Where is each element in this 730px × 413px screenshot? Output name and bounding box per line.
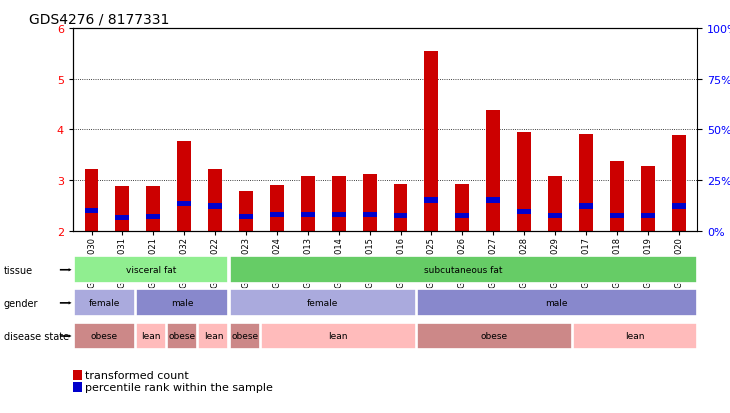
Bar [208, 204, 222, 209]
Text: male: male [171, 299, 193, 308]
Text: disease state: disease state [4, 331, 69, 341]
Text: transformed count: transformed count [85, 370, 188, 380]
Bar [672, 136, 685, 231]
Bar [167, 323, 197, 349]
Text: percentile rank within the sample: percentile rank within the sample [85, 382, 272, 392]
Bar [136, 290, 228, 316]
Bar [641, 166, 655, 231]
Bar [641, 213, 655, 218]
Text: lean: lean [328, 332, 348, 341]
Bar [208, 170, 222, 231]
Bar [363, 175, 377, 231]
Bar [579, 204, 593, 209]
Bar [417, 290, 696, 316]
Bar [517, 209, 531, 214]
Bar [456, 185, 469, 231]
Bar [177, 202, 191, 207]
Bar [115, 187, 129, 231]
Bar [199, 323, 228, 349]
Bar [230, 323, 260, 349]
Bar [548, 177, 562, 231]
Bar [136, 323, 166, 349]
Bar [301, 212, 315, 217]
Bar [261, 323, 415, 349]
Bar [85, 209, 99, 214]
Bar [393, 213, 407, 218]
Bar [424, 52, 439, 231]
Text: obese: obese [231, 332, 258, 341]
Bar [363, 212, 377, 217]
Bar [331, 177, 346, 231]
Bar [270, 186, 284, 231]
Bar [270, 212, 284, 217]
Bar [147, 187, 161, 231]
Bar [230, 290, 415, 316]
Bar [486, 111, 500, 231]
Bar [486, 197, 500, 204]
Bar [115, 215, 129, 220]
Bar [331, 212, 346, 217]
Bar [417, 323, 572, 349]
Text: lean: lean [204, 332, 223, 341]
Text: lean: lean [142, 332, 161, 341]
Bar [239, 192, 253, 231]
Text: female: female [307, 299, 338, 308]
Bar [573, 323, 696, 349]
Text: obese: obese [169, 332, 196, 341]
Bar [239, 214, 253, 219]
Bar [147, 214, 161, 219]
Bar [177, 141, 191, 231]
Bar [424, 197, 439, 204]
Text: subcutaneous fat: subcutaneous fat [424, 266, 502, 275]
Bar [610, 213, 623, 218]
Text: male: male [545, 299, 568, 308]
Bar [74, 323, 135, 349]
Bar [301, 177, 315, 231]
Bar [548, 213, 562, 218]
Text: tissue: tissue [4, 265, 33, 275]
Bar [672, 204, 685, 209]
Bar [230, 257, 696, 283]
Bar [456, 213, 469, 218]
Text: gender: gender [4, 298, 38, 308]
Text: obese: obese [91, 332, 118, 341]
Text: visceral fat: visceral fat [126, 266, 176, 275]
Bar [610, 161, 623, 231]
Text: obese: obese [481, 332, 508, 341]
Text: lean: lean [625, 332, 645, 341]
Bar [517, 133, 531, 231]
Text: female: female [88, 299, 120, 308]
Text: GDS4276 / 8177331: GDS4276 / 8177331 [29, 12, 169, 26]
Bar [74, 257, 228, 283]
Bar [74, 290, 135, 316]
Bar [579, 135, 593, 231]
Bar [85, 170, 99, 231]
Bar [393, 185, 407, 231]
